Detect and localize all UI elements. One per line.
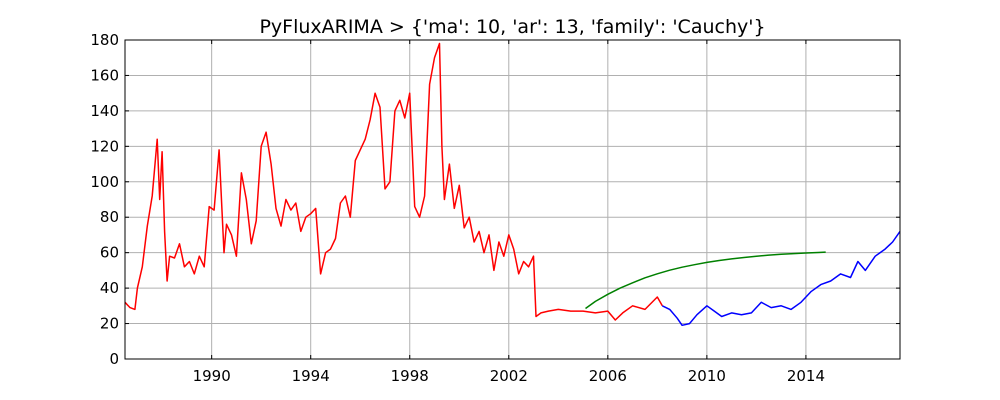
y-tick-label: 120 bbox=[90, 137, 119, 155]
y-tick-label: 160 bbox=[90, 66, 119, 84]
y-tick-label: 140 bbox=[90, 102, 119, 120]
chart-title: PyFluxARIMA > {'ma': 10, 'ar': 13, 'fami… bbox=[259, 16, 765, 38]
series-line-history bbox=[124, 42, 663, 321]
axes-frame bbox=[124, 39, 901, 360]
series-line-forecast bbox=[585, 251, 826, 310]
y-tick-label: 100 bbox=[90, 173, 119, 191]
x-tick-label: 1998 bbox=[391, 367, 429, 385]
x-tick-label: 1990 bbox=[193, 367, 231, 385]
y-tick-label: 20 bbox=[100, 315, 119, 333]
x-tick-label: 2006 bbox=[589, 367, 627, 385]
x-tick-label: 2010 bbox=[688, 367, 726, 385]
y-tick-label: 40 bbox=[100, 279, 119, 297]
x-tick-label: 2014 bbox=[787, 367, 825, 385]
y-tick-label: 80 bbox=[100, 208, 119, 226]
x-tick-label: 1994 bbox=[292, 367, 330, 385]
series-line-observed bbox=[661, 230, 901, 327]
x-tick-label: 2002 bbox=[490, 367, 528, 385]
y-tick-label: 60 bbox=[100, 244, 119, 262]
y-tick-label: 180 bbox=[90, 31, 119, 49]
y-tick-label: 0 bbox=[109, 350, 119, 368]
